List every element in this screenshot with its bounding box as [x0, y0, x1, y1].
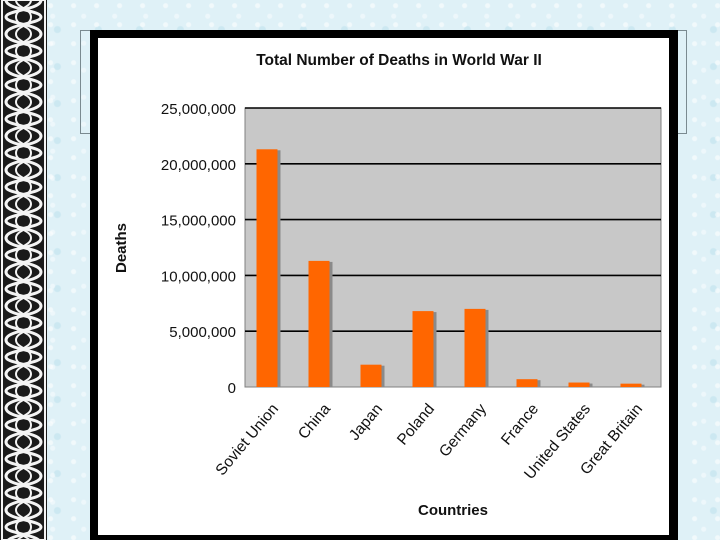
bar	[360, 364, 382, 387]
x-axis-label: Countries	[418, 502, 488, 519]
x-tick-label: China	[295, 400, 334, 442]
plot-background	[244, 107, 662, 388]
x-tick-label: Japan	[346, 401, 386, 444]
chart-title: Total Number of Deaths in World War II	[256, 52, 542, 69]
x-tick-label: Germany	[436, 400, 490, 460]
bar	[308, 260, 330, 387]
bar	[412, 311, 434, 387]
bar	[256, 149, 278, 387]
y-axis-ticks: 0 5,000,000 10,000,000 15,000,000 20,000,000…	[161, 101, 236, 397]
y-tick-label: 10,000,000	[161, 268, 236, 285]
y-tick-label: 0	[228, 380, 236, 397]
chart-panel: Total Number of Deaths in World War II 0…	[98, 38, 669, 535]
bar	[464, 308, 486, 387]
x-tick-label: Poland	[394, 401, 438, 449]
y-tick-label: 5,000,000	[169, 324, 236, 341]
y-axis-label: Deaths	[113, 223, 130, 273]
x-tick-label: Soviet Union	[213, 401, 283, 479]
bar	[568, 382, 590, 387]
y-tick-label: 25,000,000	[161, 101, 236, 118]
bar-chart: Total Number of Deaths in World War II 0…	[113, 52, 662, 519]
y-tick-label: 15,000,000	[161, 213, 236, 230]
celtic-knot-border	[0, 0, 47, 540]
y-tick-label: 20,000,000	[161, 157, 236, 174]
plot-area	[244, 107, 662, 388]
bar	[516, 379, 538, 387]
bar	[620, 383, 642, 387]
bars	[256, 149, 645, 387]
x-tick-label: France	[498, 401, 542, 449]
